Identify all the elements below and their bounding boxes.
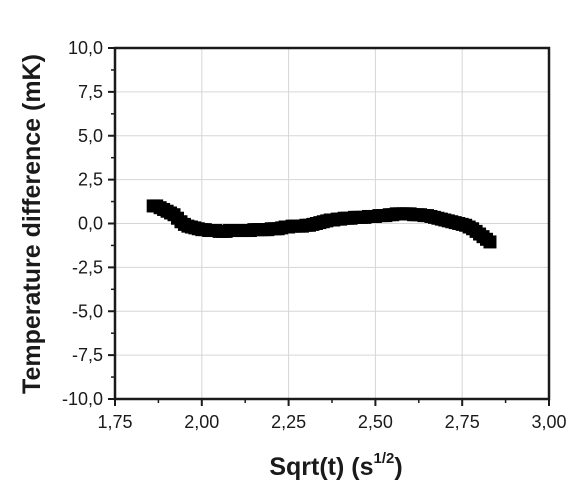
y-axis-title: Temperature difference (mK) [18, 54, 46, 394]
x-axis-title-end: ) [394, 453, 402, 481]
y-tick-label: 7,5 [78, 82, 103, 102]
x-tick-label: 3,00 [531, 412, 566, 432]
data-point [483, 235, 497, 249]
y-tick-label: -2,5 [72, 257, 103, 277]
x-tick-label: 2,75 [445, 412, 480, 432]
x-axis-title-superscript: 1/2 [373, 450, 394, 467]
y-tick-label: 5,0 [78, 126, 103, 146]
y-tick-label: 10,0 [68, 38, 103, 58]
x-tick-labels: 1,75 2,00 2,25 2,50 2,75 3,00 [97, 412, 566, 432]
y-tick-label: 0,0 [78, 214, 103, 234]
data-points [146, 199, 497, 249]
y-tick-label: -7,5 [72, 345, 103, 365]
x-tick-label: 2,00 [184, 412, 219, 432]
axis-ticks [108, 47, 550, 406]
y-tick-label: 2,5 [78, 170, 103, 190]
y-tick-label: -10,0 [62, 389, 103, 409]
y-tick-label: -5,0 [72, 301, 103, 321]
x-tick-label: 1,75 [97, 412, 132, 432]
x-axis-title-main: Sqrt(t) (s [269, 453, 373, 481]
x-tick-label: 2,50 [358, 412, 393, 432]
y-tick-labels: 10,0 7,5 5,0 2,5 0,0 -2,5 -5,0 -7,5 -10,0 [62, 38, 103, 409]
x-axis-title: Sqrt(t) (s1/2) [269, 450, 402, 481]
x-tick-label: 2,25 [271, 412, 306, 432]
